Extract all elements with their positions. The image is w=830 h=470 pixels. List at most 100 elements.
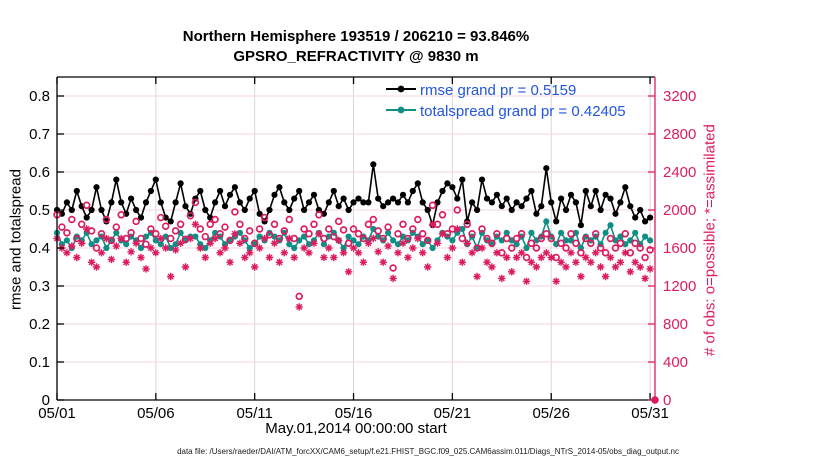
possible-obs-marker [236,220,244,229]
rmse-marker [602,191,609,198]
possible-obs-marker [275,234,284,243]
right-tick-label: 800 [663,316,688,333]
rmse-marker [133,206,140,214]
left-tick-label: 0.2 [29,316,50,333]
right-tick-label: 3200 [663,88,696,105]
rmse-marker [98,206,105,214]
rmse-marker [370,161,377,168]
x-axis-label: May.01,2014 00:00:00 start [265,420,447,437]
rmse-marker [286,206,293,214]
possible-obs-marker [191,198,200,207]
totalspread-marker [123,241,130,248]
possible-obs-marker [646,246,654,254]
possible-obs-marker [394,230,402,238]
possible-obs-marker [221,223,229,231]
possible-obs-marker [369,215,378,224]
rmse-marker [147,187,154,195]
possible-obs-marker [547,234,555,243]
possible-obs-marker [157,213,165,222]
possible-obs-marker [532,244,541,252]
possible-obs-marker [295,292,303,301]
left-tick-label: 0.8 [29,88,50,105]
rmse-marker [567,191,575,198]
right-tick-label: 2000 [663,202,696,219]
rmse-marker [276,184,283,191]
rmse-marker [256,210,263,217]
possible-obs-marker [572,239,580,248]
rmse-marker [617,199,624,206]
rmse-marker [73,187,80,195]
totalspread-marker [345,233,352,240]
totalspread-marker [281,229,288,236]
possible-obs-marker [250,239,259,248]
totalspread-marker [394,241,402,248]
rmse-marker [637,206,644,214]
rmse-marker [212,199,219,206]
rmse-marker [493,191,500,198]
possible-obs-marker [245,227,254,235]
possible-obs-marker [557,239,565,248]
chart-subtitle: GPSRO_REFRACTIVITY @ 9830 m [233,48,479,65]
totalspread-marker [103,244,110,252]
rmse-marker [103,218,110,225]
rmse-marker [310,191,318,198]
rmse-marker [548,199,555,206]
totalspread-marker [419,241,426,248]
totalspread-marker [543,218,550,225]
possible-obs-marker [127,229,135,237]
rmse-marker [375,195,382,202]
possible-obs-marker [374,227,382,235]
rmse-marker [409,187,416,195]
totalspread-marker [380,237,387,244]
possible-obs-marker [438,211,447,219]
rmse-marker [523,195,530,202]
possible-obs-marker [320,234,328,243]
rmse-marker [167,218,174,225]
possible-obs-marker [330,232,338,241]
possible-obs-marker [606,234,615,243]
rmse-marker [345,206,352,214]
totalspread-marker [513,241,520,248]
possible-obs-marker [522,253,531,262]
x-tick-label: 05/31 [631,405,669,422]
possible-obs-marker [537,234,546,243]
possible-obs-marker [483,234,491,243]
possible-obs-marker [517,230,526,238]
rmse-marker [454,195,461,202]
totalspread-marker [137,244,145,252]
totalspread-marker [291,244,298,252]
legend: rmse grand pr = 0.5159 totalspread grand… [386,80,626,122]
totalspread-marker [449,237,456,244]
rmse-marker [503,195,510,202]
totalspread-marker [286,241,293,248]
legend-entry-totalspread: totalspread grand pr = 0.42405 [386,101,626,122]
rmse-marker [137,214,145,221]
possible-obs-marker [418,230,427,238]
rmse-marker [572,199,580,206]
rmse-marker [582,187,589,195]
totalspread-marker [459,225,466,233]
possible-obs-marker [339,226,348,234]
possible-obs-marker [211,215,219,224]
possible-obs-marker [68,215,76,224]
possible-obs-marker [73,234,81,243]
rmse-marker [459,176,466,183]
rmse-marker [533,210,540,217]
possible-obs-marker [414,215,422,224]
possible-obs-marker [58,223,66,231]
rmse-marker [399,191,407,198]
possible-obs-marker [82,201,91,210]
possible-obs-marker [334,217,343,226]
rmse-marker [513,199,520,206]
rmse-marker [182,203,189,210]
rmse-marker [172,199,179,206]
rmse-marker [281,199,288,206]
rmse-marker [508,206,515,214]
possible-obs-marker [77,220,86,229]
possible-obs-marker [226,236,234,245]
rmse-marker [449,184,456,191]
rmse-marker [562,206,570,214]
left-tick-label: 0.7 [29,126,50,143]
